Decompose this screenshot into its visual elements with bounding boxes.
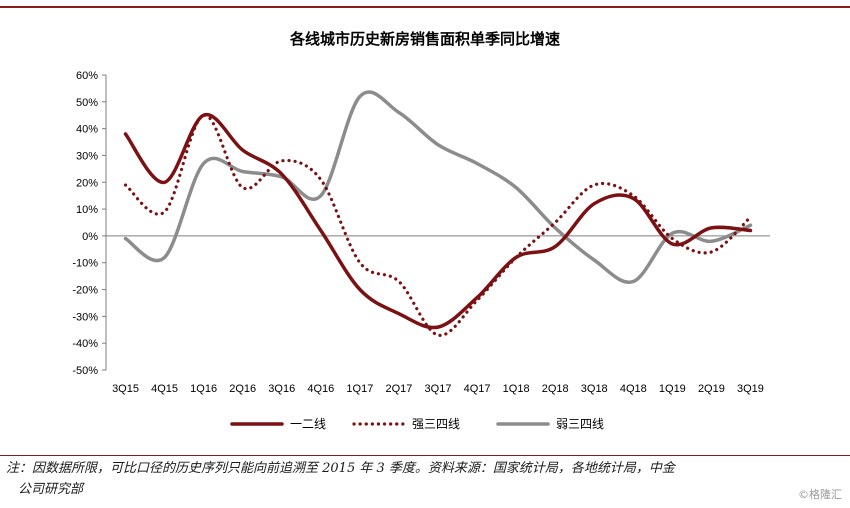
x-tick-label: 4Q15 xyxy=(151,383,178,395)
x-tick-label: 1Q19 xyxy=(659,383,686,395)
footnote: 注：因数据所限，可比口径的历史序列只能向前追溯至 2015 年 3 季度。资料来… xyxy=(6,458,836,500)
x-tick-label: 2Q19 xyxy=(698,383,725,395)
x-tick-label: 3Q19 xyxy=(737,383,764,395)
x-tick-label: 3Q18 xyxy=(581,383,608,395)
series-line-1 xyxy=(123,113,753,330)
y-tick-label: 10% xyxy=(76,204,98,216)
line-chart: 各线城市历史新房销售面积单季同比增速 60% 50% 40% 30% 20% 10% 0% -… xyxy=(72,30,770,431)
x-tick-label: 1Q18 xyxy=(503,383,530,395)
x-tick-label: 2Q18 xyxy=(542,383,569,395)
y-tick-label: -10% xyxy=(72,258,98,270)
y-tick-label: 20% xyxy=(76,177,98,189)
series-line-3 xyxy=(123,90,753,284)
x-tick-label: 4Q17 xyxy=(464,383,491,395)
y-tick-label: -30% xyxy=(72,311,98,323)
x-tick-label: 2Q16 xyxy=(229,383,256,395)
footnote-line-2: 公司研究部 xyxy=(18,482,84,497)
x-tick-label: 1Q17 xyxy=(346,383,373,395)
y-tick-label: -40% xyxy=(72,338,98,350)
series-line-2 xyxy=(123,113,753,337)
x-tick-label: 3Q16 xyxy=(268,383,295,395)
chart-legend: 一二线 强三四线 弱三四线 xyxy=(230,417,604,431)
x-tick-label: 1Q16 xyxy=(190,383,217,395)
x-tick-label: 2Q17 xyxy=(385,383,412,395)
footnote-line-1: 注：因数据所限，可比口径的历史序列只能向前追溯至 2015 年 3 季度。资料来… xyxy=(6,461,675,476)
y-tick-label: -20% xyxy=(72,285,98,297)
y-tick-label: 30% xyxy=(76,150,98,162)
top-divider xyxy=(0,6,850,8)
chart-title: 各线城市历史新房销售面积单季同比增速 xyxy=(289,30,560,48)
y-tick-label: -50% xyxy=(72,365,98,377)
x-tick-label: 3Q15 xyxy=(112,383,139,395)
legend-label-2: 强三四线 xyxy=(412,417,460,431)
watermark: ©格隆汇 xyxy=(798,488,842,501)
y-tick-label: 0% xyxy=(82,231,98,243)
legend-label-1: 一二线 xyxy=(290,417,326,431)
legend-label-3: 弱三四线 xyxy=(556,417,604,431)
x-tick-label: 3Q17 xyxy=(425,383,452,395)
series-layer xyxy=(123,90,753,337)
y-tick-label: 50% xyxy=(76,97,98,109)
x-tick-label: 4Q18 xyxy=(620,383,647,395)
footnote-divider xyxy=(0,455,850,456)
chart-axes: 60% 50% 40% 30% 20% 10% 0% -10% -20% -30% -40% -50%… xyxy=(72,70,770,395)
y-tick-label: 40% xyxy=(76,124,98,136)
y-tick-label: 60% xyxy=(76,70,98,82)
x-tick-label: 4Q16 xyxy=(307,383,334,395)
